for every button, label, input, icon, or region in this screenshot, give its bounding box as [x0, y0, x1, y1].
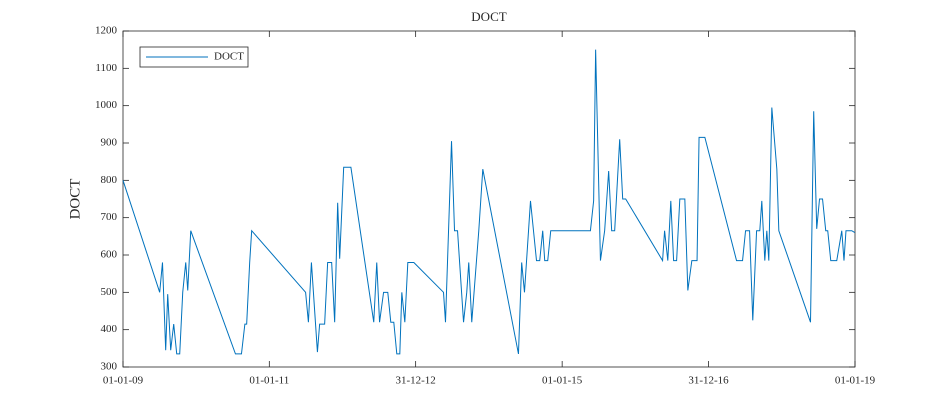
- chart-title: DOCT: [471, 9, 506, 24]
- x-tick-label: 31-12-12: [395, 375, 435, 387]
- data-line: [122, 49, 856, 355]
- y-tick-label: 1000: [95, 99, 118, 111]
- x-tick-label: 31-12-16: [688, 375, 729, 387]
- y-tick-label: 800: [101, 174, 118, 186]
- y-tick-label: 900: [101, 137, 118, 149]
- x-tick-label: 01-01-09: [103, 375, 144, 387]
- y-tick-label: 1100: [95, 62, 117, 74]
- y-tick-label: 500: [101, 286, 118, 298]
- x-tick-label: 01-01-15: [542, 375, 583, 387]
- legend-label: DOCT: [214, 51, 244, 63]
- axes-box: [122, 30, 856, 368]
- y-tick-label: 400: [101, 323, 118, 335]
- y-tick-label: 300: [101, 361, 118, 373]
- y-axis-label: DOCT: [67, 179, 83, 220]
- x-tick-label: 01-01-11: [249, 375, 289, 387]
- x-tick-label: 01-01-19: [835, 375, 876, 387]
- y-tick-label: 600: [101, 249, 118, 261]
- y-tick-label: 1200: [95, 25, 118, 37]
- y-tick-label: 700: [101, 211, 118, 223]
